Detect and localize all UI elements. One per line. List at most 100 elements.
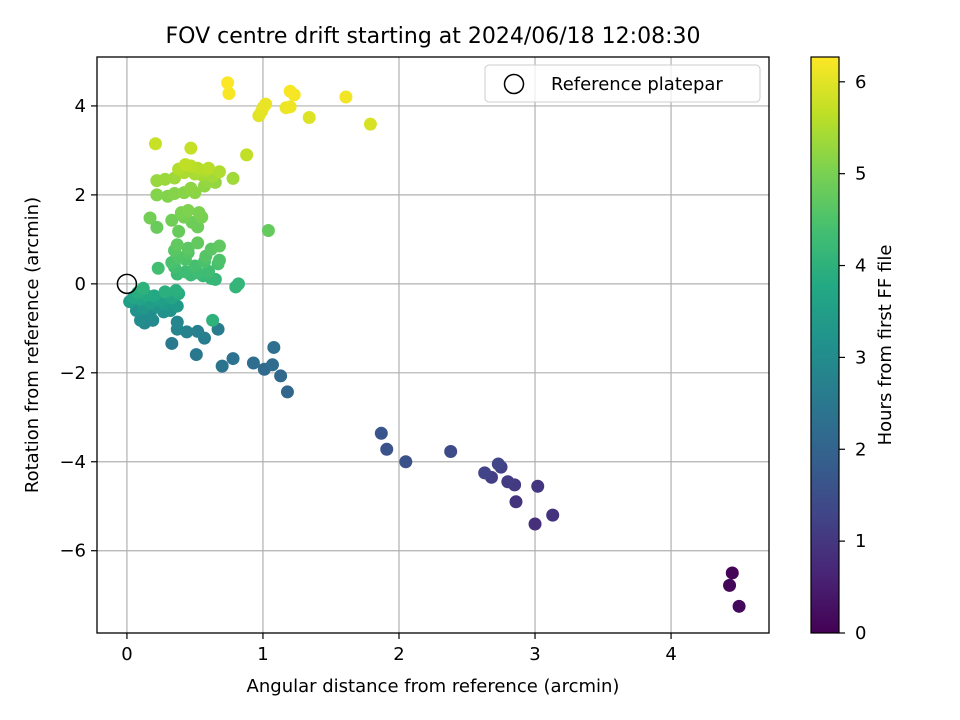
grid-lines	[97, 57, 769, 633]
colorbar-tick-label: 0	[855, 623, 866, 644]
data-point	[178, 265, 192, 279]
data-point	[226, 171, 240, 185]
colorbar: 0 1 2 3 4 5 6 Hours from first FF file	[810, 56, 896, 644]
data-point	[143, 211, 157, 225]
data-point	[399, 455, 413, 469]
x-axis-label: Angular distance from reference (arcmin)	[247, 676, 620, 697]
data-point	[158, 172, 172, 186]
scatter-points	[123, 76, 746, 613]
data-point	[192, 206, 206, 220]
colorbar-frame	[810, 56, 840, 634]
colorbar-tick-label: 2	[855, 439, 866, 460]
colorbar-tick-label: 1	[855, 531, 866, 552]
data-point	[380, 442, 394, 456]
data-point	[148, 137, 162, 151]
data-point	[280, 385, 294, 399]
y-tick-label: 4	[75, 96, 86, 117]
data-point	[374, 426, 388, 440]
data-point	[231, 277, 245, 291]
colorbar-label: Hours from first FF file	[875, 245, 896, 446]
data-point	[283, 84, 297, 98]
data-point	[189, 348, 203, 362]
data-point	[165, 213, 179, 227]
data-point	[184, 181, 198, 195]
colorbar-gradient	[811, 57, 839, 633]
colorbar-tick-label: 4	[855, 256, 866, 277]
data-point	[222, 86, 236, 100]
data-point	[206, 313, 220, 327]
data-point	[158, 285, 172, 299]
reference-platepar-marker	[116, 273, 138, 295]
colorbar-tick-label: 6	[855, 72, 866, 93]
data-point	[178, 158, 192, 172]
data-point	[509, 495, 523, 509]
data-point	[212, 239, 226, 253]
y-tick-label: −4	[59, 452, 86, 473]
data-point	[191, 236, 205, 250]
data-point	[723, 578, 737, 592]
data-point	[212, 165, 226, 179]
y-tick-label: 2	[75, 185, 86, 206]
colorbar-tick-label: 3	[855, 347, 866, 368]
y-tick-label: −6	[59, 541, 86, 562]
data-point	[136, 281, 150, 295]
data-point	[181, 241, 195, 255]
data-point	[267, 340, 281, 354]
data-point	[181, 203, 195, 217]
colorbar-ticks: 0 1 2 3 4 5 6	[839, 72, 866, 644]
data-point	[732, 599, 746, 613]
data-point	[444, 445, 458, 459]
data-point	[491, 457, 505, 471]
data-point	[302, 110, 316, 124]
data-point	[363, 117, 377, 131]
legend-label: Reference platepar	[551, 74, 723, 95]
data-point	[151, 261, 165, 275]
data-point	[215, 359, 229, 373]
data-point	[168, 187, 182, 201]
data-point	[191, 324, 205, 338]
data-point	[221, 76, 235, 90]
data-point	[725, 566, 739, 580]
data-point	[478, 466, 492, 480]
data-point	[246, 356, 260, 370]
legend-marker	[503, 73, 525, 95]
data-point	[184, 141, 198, 155]
y-tick-label: 0	[75, 274, 86, 295]
x-tick-label: 0	[121, 644, 132, 665]
data-point	[202, 264, 216, 278]
data-point	[501, 475, 515, 489]
data-point	[170, 315, 184, 329]
y-tick-label: −2	[59, 363, 86, 384]
data-point	[172, 224, 186, 238]
data-point	[528, 517, 542, 531]
x-tick-label: 3	[529, 644, 540, 665]
data-point	[165, 336, 179, 350]
y-ticks: −6 −4 −2 0 2 4	[59, 96, 97, 562]
data-point	[134, 313, 148, 327]
plot-frame	[96, 56, 770, 634]
data-point	[226, 352, 240, 366]
data-point	[339, 90, 353, 104]
data-point	[202, 161, 216, 175]
legend-box	[484, 64, 761, 103]
data-point	[261, 223, 275, 237]
legend: Reference platepar	[484, 64, 761, 103]
chart-title: FOV centre drift starting at 2024/06/18 …	[166, 24, 701, 49]
data-point	[531, 479, 545, 493]
data-point	[259, 97, 273, 111]
y-axis-label: Rotation from reference (arcmin)	[22, 197, 43, 493]
data-point	[150, 188, 164, 202]
x-ticks: 0 1 2 3 4	[121, 633, 677, 665]
data-point	[265, 358, 279, 372]
data-point	[212, 253, 226, 267]
data-point	[546, 508, 560, 522]
colorbar-tick-label: 5	[855, 164, 866, 185]
data-point	[274, 369, 288, 383]
x-tick-label: 1	[257, 644, 268, 665]
x-tick-label: 4	[665, 644, 676, 665]
data-point	[283, 100, 297, 114]
data-point	[150, 220, 164, 234]
data-point	[169, 284, 183, 298]
data-point	[170, 238, 184, 252]
